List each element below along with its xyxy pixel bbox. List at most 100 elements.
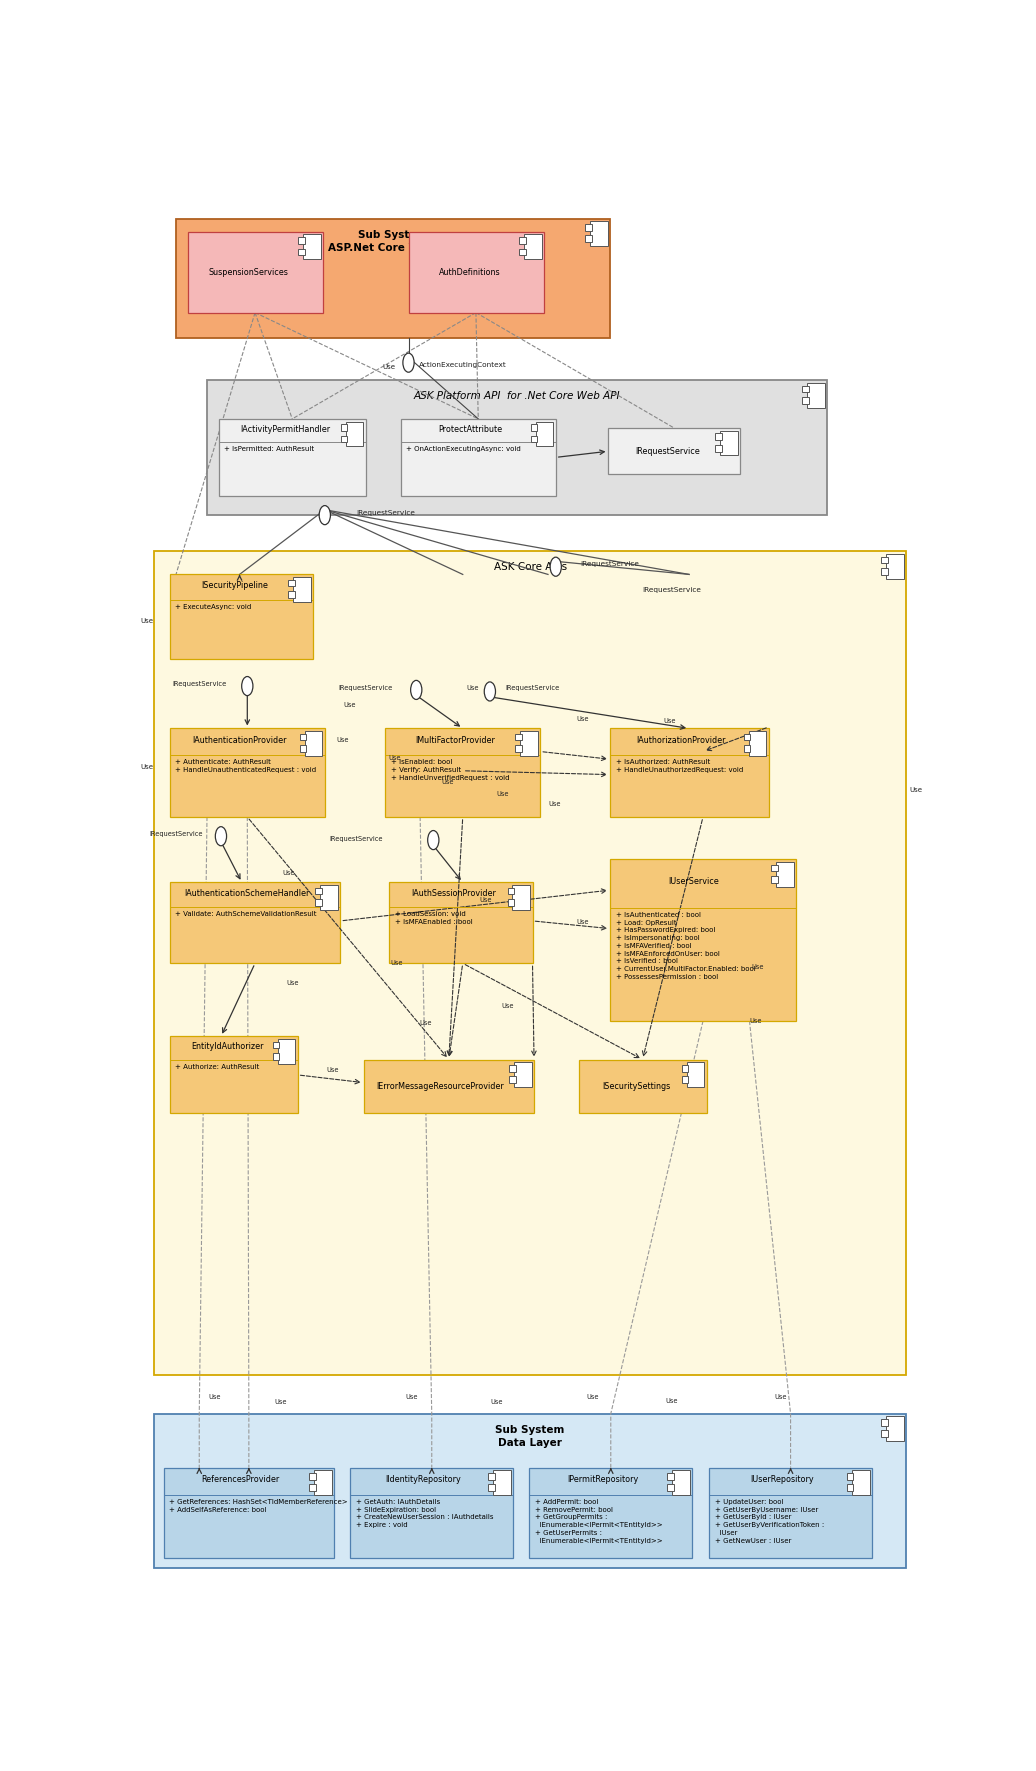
Text: Use: Use — [749, 1018, 761, 1024]
Text: Use: Use — [577, 715, 589, 723]
Bar — [364, 1059, 534, 1114]
Circle shape — [410, 680, 422, 700]
Bar — [299, 733, 307, 740]
Bar — [488, 1484, 494, 1491]
Bar — [509, 1064, 516, 1071]
Bar — [170, 882, 340, 963]
Bar — [585, 223, 592, 230]
Bar — [272, 1041, 280, 1048]
Bar — [749, 731, 767, 756]
Bar — [886, 1417, 903, 1442]
Circle shape — [215, 827, 227, 847]
Bar — [776, 862, 794, 887]
Text: ISecuritySettings: ISecuritySettings — [602, 1082, 670, 1091]
Circle shape — [550, 558, 562, 576]
Text: IPermitRepository: IPermitRepository — [567, 1475, 638, 1484]
Bar — [314, 1470, 332, 1495]
Bar — [272, 1054, 280, 1061]
Text: + LoadSession: void
+ IsMFAEnabled : bool: + LoadSession: void + IsMFAEnabled : boo… — [395, 910, 472, 924]
Bar — [515, 733, 522, 740]
Text: Use: Use — [391, 960, 403, 967]
Bar — [320, 886, 338, 910]
Bar — [744, 746, 750, 753]
Text: IMultiFactorProvider: IMultiFactorProvider — [415, 737, 495, 746]
Text: + AddPermit: bool
+ RemovePermit: bool
+ GetGroupPermits :
  IEnumerable<IPermit: + AddPermit: bool + RemovePermit: bool +… — [535, 1498, 663, 1544]
Text: IUserRepository: IUserRepository — [751, 1475, 814, 1484]
Bar — [744, 733, 750, 740]
Bar — [176, 218, 610, 338]
Text: IRequestService: IRequestService — [338, 685, 393, 691]
Text: IAuthorizationProvider: IAuthorizationProvider — [637, 737, 726, 746]
Bar — [667, 1484, 673, 1491]
Text: Use: Use — [420, 1020, 432, 1025]
Circle shape — [319, 505, 330, 524]
Bar — [164, 1468, 334, 1558]
Bar — [520, 731, 538, 756]
Text: IAuthSessionProvider: IAuthSessionProvider — [411, 889, 496, 898]
Bar — [886, 554, 903, 579]
Bar — [509, 1077, 516, 1084]
Bar — [530, 436, 538, 443]
Bar — [401, 420, 555, 496]
Bar — [515, 746, 522, 753]
Bar — [305, 731, 322, 756]
Bar — [847, 1484, 854, 1491]
Text: Use: Use — [282, 870, 294, 877]
Text: + ExecuteAsync: void: + ExecuteAsync: void — [175, 604, 252, 609]
Text: ASK Platform API  for .Net Core Web API: ASK Platform API for .Net Core Web API — [413, 391, 621, 402]
Text: IRequestService: IRequestService — [642, 586, 701, 593]
Text: Use: Use — [337, 737, 349, 744]
Text: Use: Use — [441, 779, 454, 785]
Bar — [882, 556, 888, 563]
Text: IAuthenticationProvider: IAuthenticationProvider — [193, 737, 287, 746]
Text: IActivityPermitHandler: IActivityPermitHandler — [239, 425, 329, 434]
Text: + UpdateUser: bool
+ GetUserByUsername: IUser
+ GetUserById : IUser
+ GetUserByV: + UpdateUser: bool + GetUserByUsername: … — [715, 1498, 824, 1544]
Text: Use: Use — [286, 979, 298, 985]
Text: Use: Use — [666, 1397, 679, 1404]
Text: Use: Use — [405, 1394, 418, 1399]
Bar — [847, 1473, 854, 1481]
Bar — [610, 728, 769, 816]
Text: Use: Use — [501, 1002, 514, 1009]
Text: IAuthenticationSchemeHandler: IAuthenticationSchemeHandler — [183, 889, 309, 898]
Bar — [154, 551, 906, 1376]
Bar — [346, 421, 364, 446]
Bar — [530, 423, 538, 430]
Circle shape — [403, 352, 414, 372]
Bar — [579, 1059, 707, 1114]
Text: Use: Use — [774, 1394, 786, 1399]
Bar — [807, 383, 825, 407]
Bar — [219, 420, 366, 496]
Text: IRequestService: IRequestService — [506, 685, 559, 691]
Bar — [293, 577, 311, 602]
Text: Use: Use — [577, 919, 589, 926]
Text: + GetAuth: IAuthDetails
+ SlideExpiration: bool
+ CreateNewUserSession : IAuthde: + GetAuth: IAuthDetails + SlideExpiratio… — [356, 1498, 493, 1528]
Bar — [672, 1470, 690, 1495]
Bar — [508, 900, 514, 907]
Text: EntityIdAuthorizer: EntityIdAuthorizer — [191, 1043, 263, 1052]
Bar — [341, 423, 347, 430]
Text: Use: Use — [388, 754, 401, 762]
Text: + Validate: AuthSchemeValidationResult: + Validate: AuthSchemeValidationResult — [175, 910, 317, 917]
Bar — [524, 234, 542, 259]
Bar — [802, 397, 808, 404]
Bar — [288, 579, 294, 586]
Bar — [170, 1036, 297, 1114]
Bar — [315, 887, 322, 894]
Bar — [519, 237, 525, 244]
Text: Use: Use — [491, 1399, 503, 1404]
Bar — [298, 248, 305, 255]
Text: Use: Use — [497, 792, 510, 797]
Bar — [299, 746, 307, 753]
Text: Use: Use — [140, 763, 153, 770]
Text: IRequestService: IRequestService — [355, 510, 414, 515]
Bar — [508, 887, 514, 894]
Bar — [529, 1468, 692, 1558]
Circle shape — [484, 682, 495, 701]
Bar — [493, 1470, 511, 1495]
Text: + IsEnabled: bool
+ Verify: AuthResult
+ HandleUnverifiedRequest : void: + IsEnabled: bool + Verify: AuthResult +… — [391, 760, 510, 781]
Bar — [852, 1470, 869, 1495]
Bar — [309, 1473, 316, 1481]
Text: Use: Use — [466, 685, 479, 691]
Text: ASK Core APIs: ASK Core APIs — [493, 561, 567, 572]
